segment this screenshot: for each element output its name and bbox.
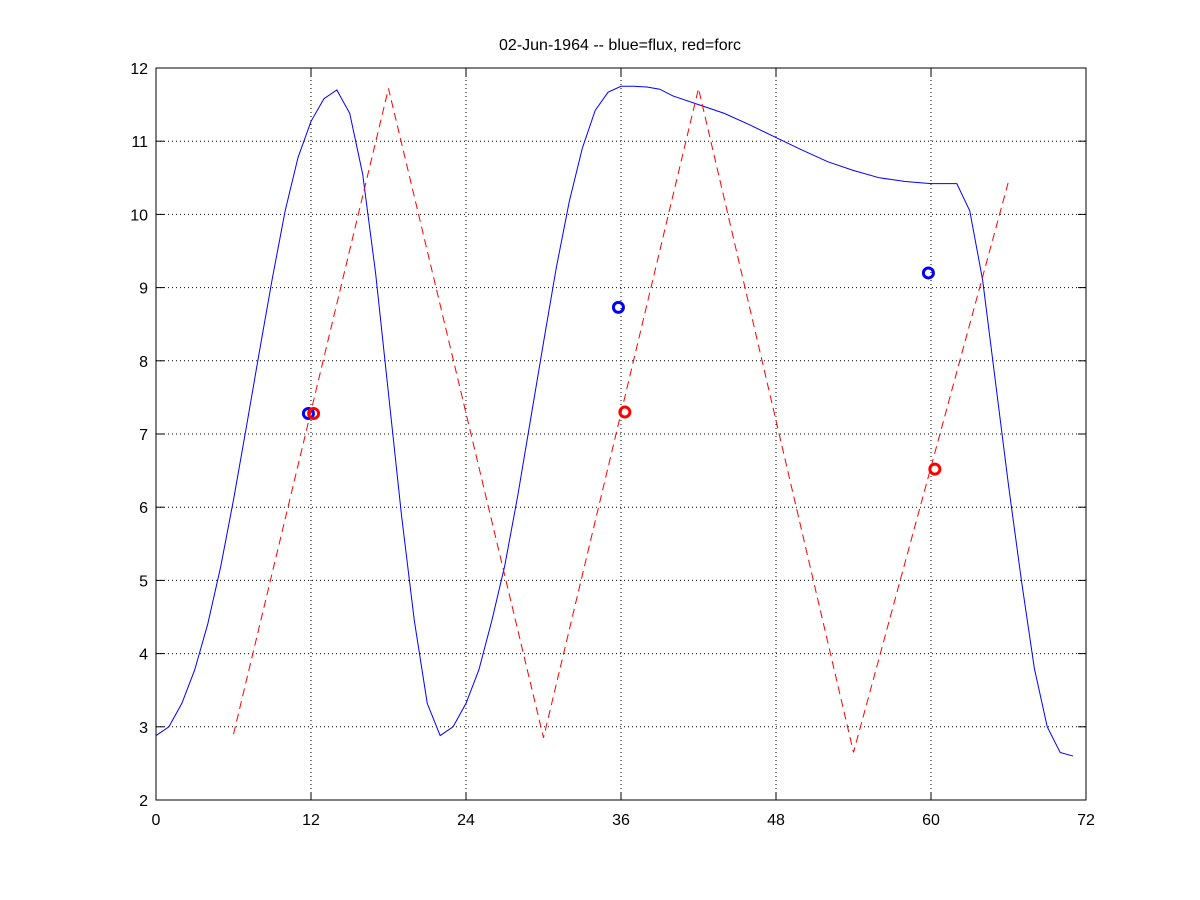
y-tick-label: 12 [130, 61, 148, 78]
grid [156, 68, 1086, 800]
marker-point-flux [921, 266, 935, 280]
x-tick-label: 0 [152, 812, 161, 829]
y-tick-label: 5 [139, 573, 148, 590]
series-line-flux [155, 85, 1074, 757]
chart-title: 02-Jun-1964 -- blue=flux, red=forc [499, 37, 741, 54]
marker-point-forc [618, 405, 632, 419]
marker-point-forc [307, 407, 321, 421]
y-tick-label: 8 [139, 354, 148, 371]
y-tick-label: 4 [139, 647, 148, 664]
marker-point-flux [301, 407, 315, 421]
x-tick-label: 12 [302, 812, 320, 829]
x-axis-tick-labels: 0 12 24 36 48 60 72 [152, 812, 1095, 829]
x-tick-label: 72 [1077, 812, 1095, 829]
y-axis-tick-labels: 2 3 4 5 6 7 8 9 10 11 12 [130, 61, 148, 810]
y-tick-label: 9 [139, 281, 148, 298]
axis-ticks [155, 67, 1087, 801]
marker-point-flux [611, 300, 625, 314]
x-tick-label: 48 [767, 812, 785, 829]
y-tick-label: 3 [139, 720, 148, 737]
y-tick-label: 6 [139, 500, 148, 517]
x-tick-label: 36 [612, 812, 630, 829]
y-tick-label: 7 [139, 427, 148, 444]
y-tick-label: 11 [131, 134, 148, 151]
marker-layer [301, 266, 942, 476]
x-tick-label: 60 [922, 812, 940, 829]
x-tick-label: 24 [457, 812, 475, 829]
y-tick-label: 2 [139, 793, 148, 810]
y-tick-label: 10 [130, 207, 148, 224]
marker-point-forc [928, 462, 942, 476]
